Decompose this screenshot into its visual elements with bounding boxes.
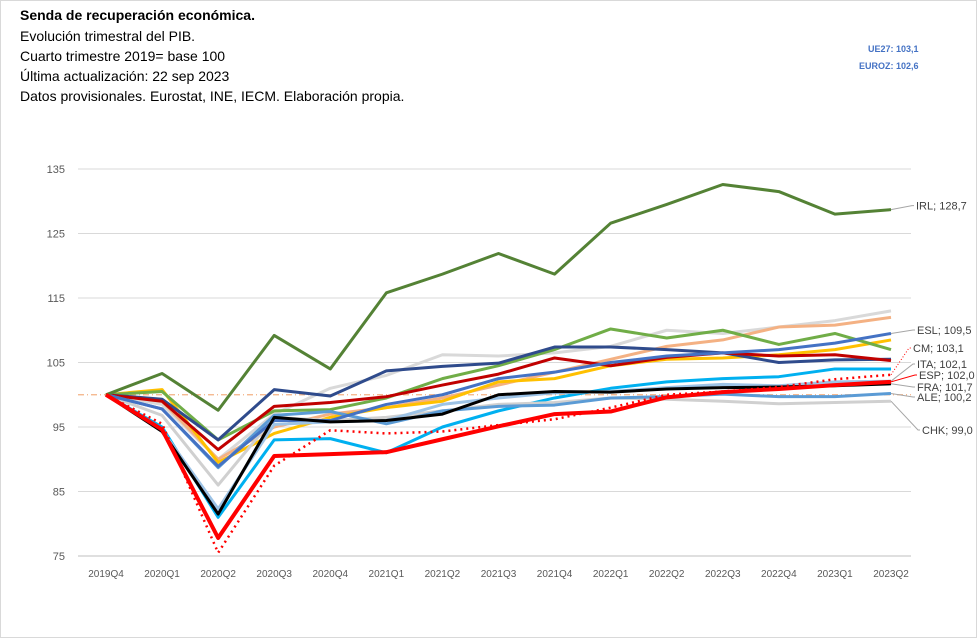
x-tick-label: 2021Q4 <box>537 569 573 580</box>
x-tick-label: 2021Q3 <box>481 569 517 580</box>
y-tick-label: 135 <box>47 164 65 176</box>
leader-line <box>890 383 915 388</box>
x-tick-label: 2020Q2 <box>200 569 236 580</box>
leader-line <box>890 392 915 398</box>
y-tick-label: 75 <box>53 551 65 563</box>
series-label-esp: ESP; 102,0 <box>919 370 975 382</box>
x-tick-label: 2020Q1 <box>144 569 180 580</box>
x-tick-label: 2023Q2 <box>873 569 909 580</box>
series-label-ale: ALE; 100,2 <box>917 392 971 404</box>
x-tick-label: 2021Q1 <box>369 569 405 580</box>
series-label-irl: IRL; 128,7 <box>916 201 967 213</box>
y-tick-label: 125 <box>47 229 65 241</box>
leader-line <box>890 363 915 382</box>
leader-line <box>890 205 914 211</box>
series-label-chk: CHK; 99,0 <box>922 425 973 437</box>
series-label-ita: ITA; 102,1 <box>917 359 967 371</box>
y-tick-label: 105 <box>47 358 65 370</box>
leader-line <box>890 329 915 334</box>
subtitle-1: Evolución trimestral del PIB. <box>20 28 196 44</box>
leader-line <box>890 374 917 383</box>
leader-line <box>890 400 920 431</box>
x-tick-label: 2022Q2 <box>649 569 685 580</box>
x-tick-label: 2021Q2 <box>425 569 461 580</box>
subtitle-2: Cuarto trimestre 2019= base 100 <box>20 48 226 64</box>
x-tick-label: 2020Q4 <box>312 569 348 580</box>
note-euroz: EUROZ: 102,6 <box>859 61 919 71</box>
subtitle-4: Datos provisionales. Eurostat, INE, IECM… <box>20 88 405 104</box>
y-tick-label: 95 <box>53 422 65 434</box>
x-tick-label: 2023Q1 <box>817 569 853 580</box>
series-label-cm: CM; 103,1 <box>913 343 964 355</box>
leader-line <box>890 347 911 376</box>
y-tick-label: 115 <box>47 293 65 305</box>
x-tick-label: 2020Q3 <box>256 569 292 580</box>
series-chk <box>105 393 892 487</box>
x-tick-label: 2022Q3 <box>705 569 741 580</box>
x-tick-label: 2019Q4 <box>88 569 124 580</box>
x-tick-label: 2022Q4 <box>761 569 797 580</box>
series-label-esl: ESL; 109,5 <box>917 325 971 337</box>
y-tick-label: 85 <box>53 487 65 499</box>
series-label-fra: FRA; 101,7 <box>917 382 973 394</box>
subtitle-3: Última actualización: 22 sep 2023 <box>20 68 230 84</box>
chart-title: Senda de recuperación económica. <box>20 7 255 23</box>
x-tick-label: 2022Q1 <box>593 569 629 580</box>
note-ue27: UE27: 103,1 <box>868 44 919 54</box>
